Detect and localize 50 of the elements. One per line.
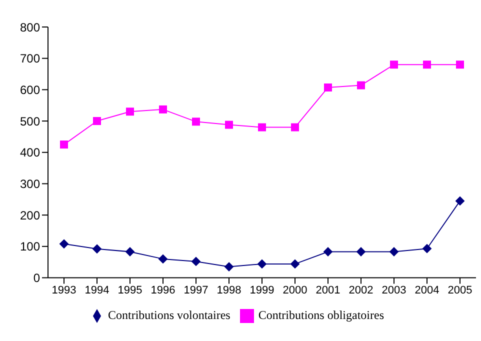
y-tick-label: 0 (33, 271, 40, 286)
point (93, 117, 101, 126)
point (357, 81, 365, 90)
point (126, 247, 134, 256)
point (456, 196, 464, 206)
y-tick-label: 300 (20, 176, 40, 191)
point (324, 247, 332, 256)
point (290, 259, 300, 268)
point (423, 60, 431, 69)
point (192, 118, 200, 126)
x-tick-label: 1999 (250, 284, 274, 297)
point (456, 60, 464, 69)
point (60, 140, 68, 149)
x-tick-label: 2005 (448, 284, 472, 297)
point (92, 244, 102, 254)
y-tick-label: 600 (20, 82, 40, 97)
x-tick-label: 1995 (118, 284, 142, 297)
legend-label: Contributions volontaires (108, 308, 230, 322)
legend-label: Contributions obligatoires (258, 308, 384, 322)
point (258, 259, 266, 268)
point (422, 244, 432, 254)
point (158, 254, 168, 264)
point (291, 123, 299, 132)
x-tick-label: 1994 (84, 284, 110, 297)
y-tick-label: 800 (20, 20, 40, 34)
x-tick-label: 1996 (150, 284, 176, 297)
x-tick-label: 2003 (382, 284, 406, 297)
y-tick-label: 100 (20, 240, 40, 254)
point (126, 108, 134, 116)
x-tick-label: 2002 (348, 284, 374, 297)
point (390, 60, 398, 69)
point (390, 247, 398, 256)
point (225, 120, 233, 129)
x-tick-label: 1997 (184, 284, 208, 297)
point (356, 247, 366, 256)
point (324, 83, 332, 92)
point (224, 262, 234, 272)
point (60, 239, 68, 248)
y-tick-label: 700 (20, 52, 40, 66)
x-tick-label: 2004 (414, 284, 440, 297)
x-tick-label: 1993 (52, 284, 76, 297)
x-tick-label: 2001 (316, 284, 340, 297)
y-tick-label: 200 (20, 208, 40, 222)
x-tick-label: 1998 (216, 284, 242, 297)
x-tick-label: 2000 (282, 284, 308, 297)
point (192, 256, 200, 266)
point (159, 105, 167, 114)
point (258, 123, 266, 132)
y-tick-label: 400 (20, 146, 40, 160)
y-tick-label: 500 (20, 114, 40, 128)
